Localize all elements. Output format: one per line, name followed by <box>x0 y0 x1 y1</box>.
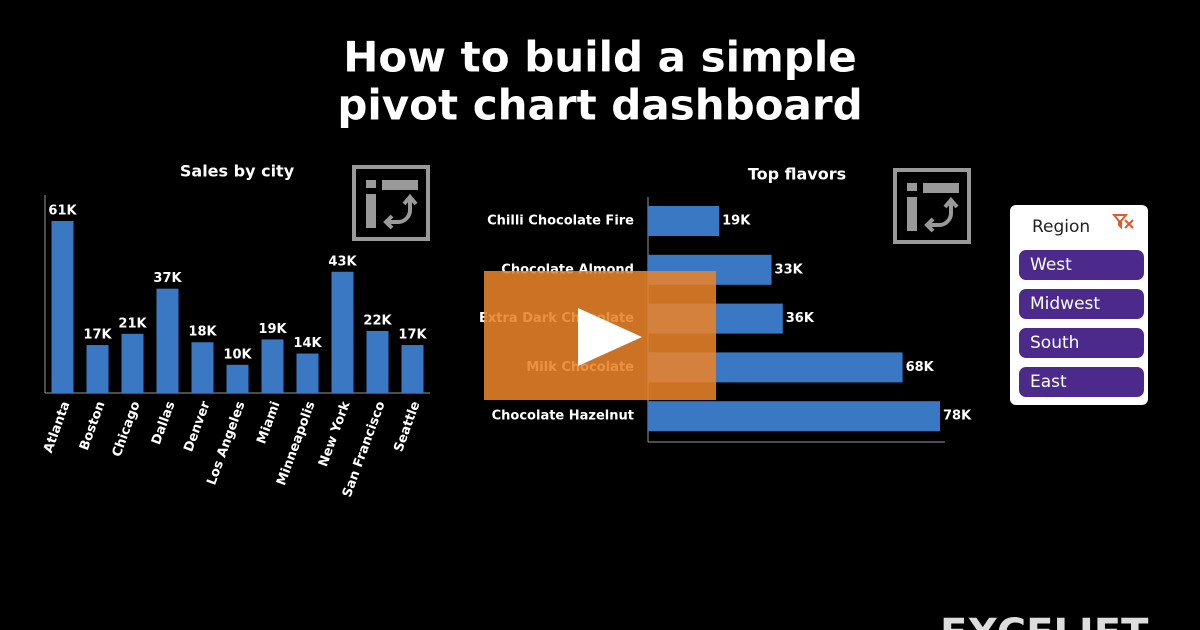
value-label: 19K <box>722 214 751 229</box>
slicer-item[interactable]: West <box>1030 255 1072 275</box>
value-label: 14K <box>293 336 322 351</box>
value-label: 17K <box>83 328 112 343</box>
bar <box>191 342 214 393</box>
value-label: 37K <box>153 271 182 286</box>
value-label: 36K <box>786 311 815 326</box>
bar <box>331 271 354 393</box>
bar <box>648 206 720 236</box>
value-label: 68K <box>906 360 935 375</box>
title-line: pivot chart dashboard <box>337 81 862 130</box>
bar <box>296 353 319 393</box>
bar <box>86 345 109 393</box>
value-label: 33K <box>775 262 804 277</box>
value-label: 43K <box>328 254 357 269</box>
value-label: 10K <box>223 347 252 362</box>
chart-title: Sales by city <box>180 162 295 181</box>
bar <box>401 345 424 393</box>
slicer-button[interactable] <box>1019 289 1144 319</box>
value-label: 21K <box>118 316 147 331</box>
value-label: 78K <box>943 409 972 424</box>
value-label: 19K <box>258 322 287 337</box>
value-label: 61K <box>48 204 77 219</box>
slicer-item[interactable]: East <box>1030 372 1067 392</box>
bar <box>121 333 144 393</box>
bar <box>261 339 284 393</box>
slicer-item[interactable]: South <box>1030 333 1079 353</box>
bar <box>648 401 940 432</box>
bar <box>226 364 249 393</box>
value-label: 18K <box>188 325 217 340</box>
y-tick-label: Chilli Chocolate Fire <box>487 214 634 229</box>
slicer-button[interactable] <box>1019 250 1144 280</box>
bar <box>366 330 389 393</box>
clear-filter-icon[interactable] <box>1111 214 1134 230</box>
play-button[interactable] <box>484 271 716 400</box>
slicer-button[interactable] <box>1019 367 1144 397</box>
chart-title: Top flavors <box>748 165 846 184</box>
slicer-button[interactable] <box>1019 328 1144 358</box>
title-line: How to build a simple <box>343 33 857 82</box>
slicer-title: Region <box>1032 217 1090 237</box>
value-label: 17K <box>398 328 427 343</box>
value-label: 22K <box>363 313 392 328</box>
chart-icon <box>352 165 430 241</box>
bar <box>51 221 74 393</box>
chart-icon <box>893 168 971 244</box>
logo: EXCELJET <box>940 611 1149 630</box>
slicer-item[interactable]: Midwest <box>1030 294 1100 314</box>
bar <box>156 288 179 393</box>
y-tick-label: Chocolate Hazelnut <box>492 409 634 424</box>
slicer: Region West Midwest South East <box>1010 205 1148 405</box>
